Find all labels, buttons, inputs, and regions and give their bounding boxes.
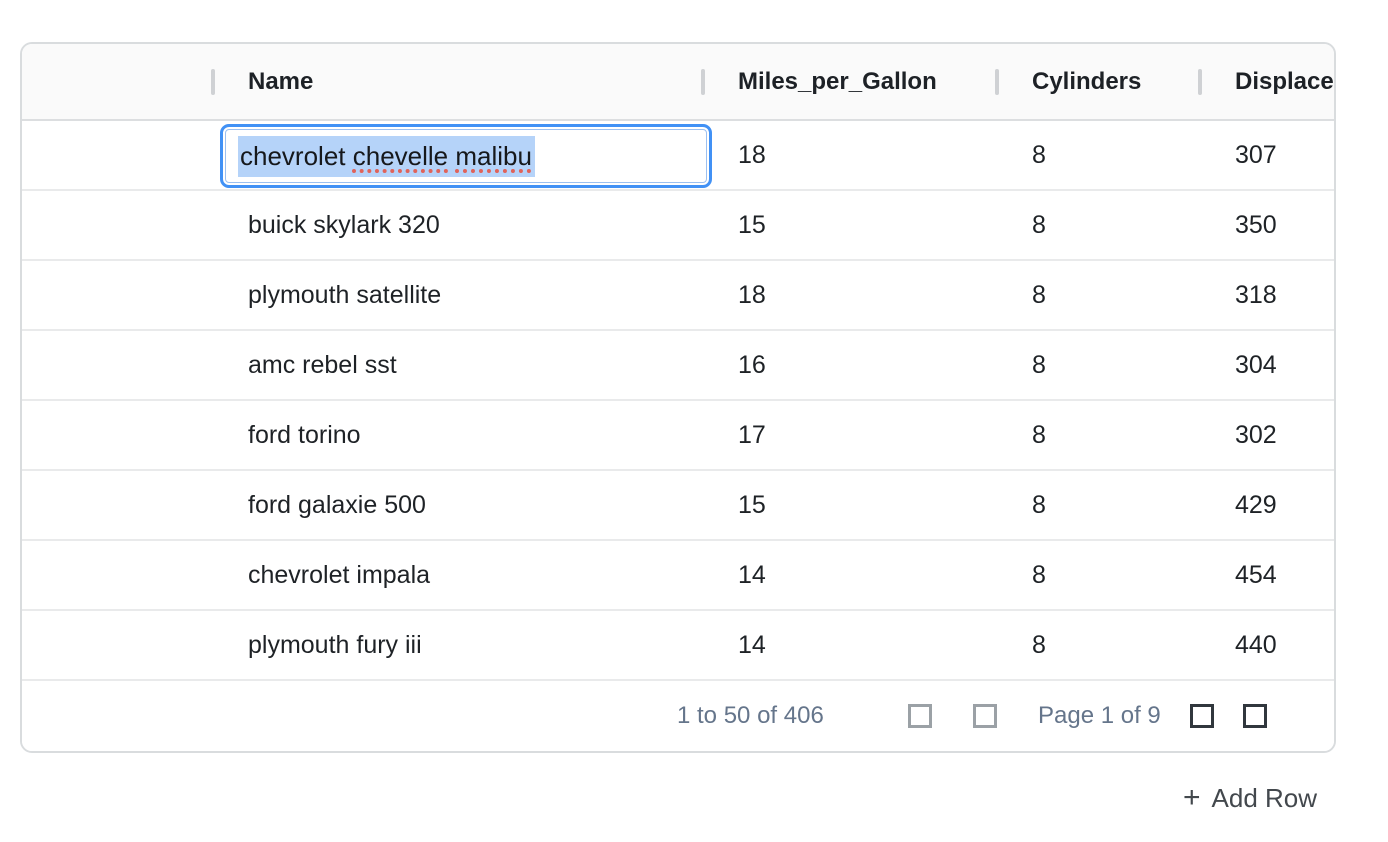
plus-icon: +: [1183, 781, 1201, 814]
cell-miles-per-gallon[interactable]: 18: [738, 280, 766, 309]
cell-rowhandle[interactable]: [22, 401, 213, 469]
selected-text: chevrolet chevelle malibu: [238, 135, 535, 177]
cell-cylinders[interactable]: 8: [1032, 140, 1046, 169]
header-cell-displacement[interactable]: Displacement: [1198, 44, 1334, 119]
cell-cylinders[interactable]: 8: [1032, 280, 1046, 309]
row-range-label: 1 to 50 of 406: [677, 702, 824, 729]
cell-name[interactable]: chevrolet chevelle malibu: [213, 121, 712, 189]
table-row: chevrolet impala 14 8 454: [22, 541, 1334, 611]
cell-displacement[interactable]: 318: [1235, 280, 1277, 309]
cell-cylinders[interactable]: 8: [1032, 560, 1046, 589]
cell-rowhandle[interactable]: [22, 121, 213, 189]
cell-cylinders[interactable]: 8: [1032, 490, 1046, 519]
first-page-icon[interactable]: [908, 704, 932, 728]
cell-miles-per-gallon[interactable]: 15: [738, 210, 766, 239]
cell-miles-per-gallon[interactable]: 17: [738, 420, 766, 449]
page-indicator-label: Page 1 of 9: [1038, 702, 1161, 729]
cell-displacement[interactable]: 440: [1235, 630, 1277, 659]
header-label: Miles_per_Gallon: [738, 67, 937, 95]
column-divider[interactable]: [1198, 68, 1202, 95]
cell-rowhandle[interactable]: [22, 191, 213, 259]
cell-cylinders[interactable]: 8: [1032, 630, 1046, 659]
table-row: buick skylark 320 15 8 350: [22, 191, 1334, 261]
cell-displacement[interactable]: 429: [1235, 490, 1277, 519]
table-row: plymouth fury iii 14 8 440: [22, 611, 1334, 681]
header-cell-miles-per-gallon[interactable]: Miles_per_Gallon: [701, 44, 997, 119]
editor-word: chevrolet: [240, 140, 353, 171]
cell-displacement[interactable]: 307: [1235, 140, 1277, 169]
header-cell-rowhandle: [22, 44, 213, 119]
misspelled-word: malibu: [455, 140, 532, 171]
cell-rowhandle[interactable]: [22, 261, 213, 329]
table-row: chevrolet chevelle malibu 18 8 307: [22, 121, 1334, 191]
header-cell-name[interactable]: Name: [211, 44, 703, 119]
cell-miles-per-gallon[interactable]: 14: [738, 630, 766, 659]
column-divider[interactable]: [995, 68, 999, 95]
add-row-label: Add Row: [1211, 782, 1318, 813]
header-cell-cylinders[interactable]: Cylinders: [995, 44, 1200, 119]
cell-cylinders[interactable]: 8: [1032, 350, 1046, 379]
cell-cylinders[interactable]: 8: [1032, 210, 1046, 239]
cell-displacement[interactable]: 350: [1235, 210, 1277, 239]
cell-displacement[interactable]: 454: [1235, 560, 1277, 589]
table-row: plymouth satellite 18 8 318: [22, 261, 1334, 331]
cell-rowhandle[interactable]: [22, 611, 213, 679]
cell-displacement[interactable]: 304: [1235, 350, 1277, 379]
cell-rowhandle[interactable]: [22, 471, 213, 539]
last-page-icon[interactable]: [1243, 704, 1267, 728]
misspelled-word: chevelle: [352, 140, 449, 171]
add-row-button[interactable]: + Add Row: [1183, 781, 1317, 815]
next-page-icon[interactable]: [1190, 704, 1214, 728]
cell-name[interactable]: ford torino: [248, 420, 361, 449]
column-divider[interactable]: [701, 68, 705, 95]
cell-miles-per-gallon[interactable]: 18: [738, 140, 766, 169]
header-label: Displacement: [1235, 67, 1334, 95]
cell-editor-input[interactable]: chevrolet chevelle malibu: [220, 124, 712, 188]
cell-rowhandle[interactable]: [22, 541, 213, 609]
pagination-bar: 1 to 50 of 406 Page 1 of 9: [22, 681, 1334, 751]
previous-page-icon[interactable]: [973, 704, 997, 728]
data-grid: Name Miles_per_Gallon Cylinders Displace…: [20, 42, 1336, 753]
cell-miles-per-gallon[interactable]: 16: [738, 350, 766, 379]
table-row: amc rebel sst 16 8 304: [22, 331, 1334, 401]
cell-miles-per-gallon[interactable]: 15: [738, 490, 766, 519]
cell-displacement[interactable]: 302: [1235, 420, 1277, 449]
cell-name[interactable]: ford galaxie 500: [248, 490, 426, 519]
header-label: Cylinders: [1032, 67, 1142, 95]
table-row: ford galaxie 500 15 8 429: [22, 471, 1334, 541]
cell-name[interactable]: chevrolet impala: [248, 560, 431, 589]
cell-miles-per-gallon[interactable]: 14: [738, 560, 766, 589]
column-divider[interactable]: [211, 68, 215, 95]
cell-name[interactable]: plymouth satellite: [248, 280, 442, 309]
cell-name[interactable]: buick skylark 320: [248, 210, 440, 239]
header-label: Name: [248, 67, 314, 95]
grid-header: Name Miles_per_Gallon Cylinders Displace…: [22, 44, 1334, 121]
table-row: ford torino 17 8 302: [22, 401, 1334, 471]
cell-cylinders[interactable]: 8: [1032, 420, 1046, 449]
cell-rowhandle[interactable]: [22, 331, 213, 399]
cell-name[interactable]: amc rebel sst: [248, 350, 397, 379]
cell-name[interactable]: plymouth fury iii: [248, 630, 422, 659]
